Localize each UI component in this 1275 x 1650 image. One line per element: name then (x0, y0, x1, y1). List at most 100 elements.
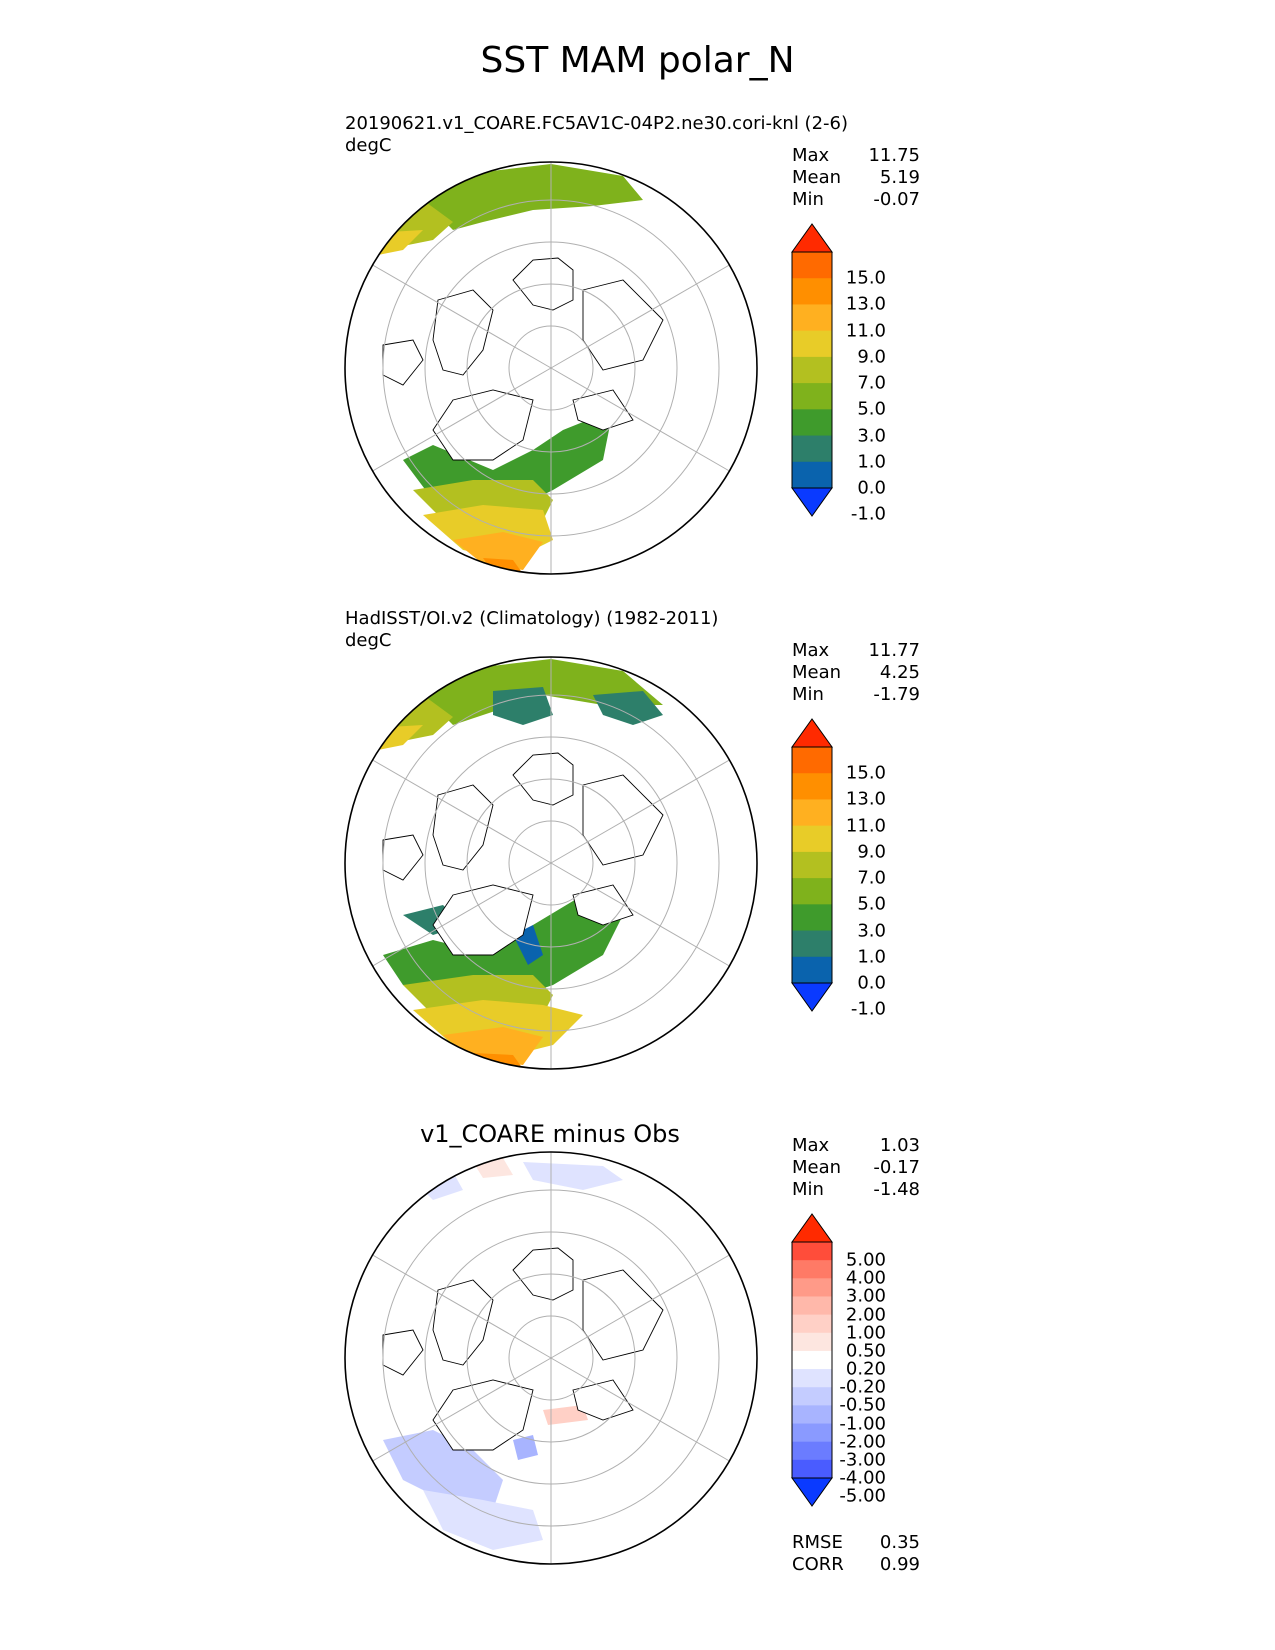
coastline (432, 289, 494, 376)
colorbar-tick-label: 5.00 (845, 1249, 886, 1271)
colorbar (790, 222, 834, 522)
colorbar-tick-label: -1.00 (839, 1413, 886, 1435)
stat-min-label: Min (792, 189, 824, 210)
colorbar-bin (792, 1459, 832, 1479)
stats-box: Max 11.77 Mean 4.25 Min -1.79 (792, 640, 920, 706)
panel-diff: v1_COARE minus Obs Max 1.03 Mean -0.17 Min… (0, 990, 1275, 1575)
sst-field-region (383, 895, 623, 1005)
colorbar-bin (792, 1350, 832, 1370)
stats-box: Max 11.75 Mean 5.19 Min -0.07 (792, 145, 920, 211)
coastline (432, 389, 534, 461)
colorbar-tick-label: -0.20 (839, 1376, 886, 1398)
panel-model: 20190621.v1_COARE.FC5AV1C-04P2.ne30.cori… (0, 0, 1275, 575)
polar-map-svg (344, 656, 758, 1070)
colorbar-tick-label: 5.0 (857, 893, 886, 915)
colorbar-tick-label: 4.00 (845, 1267, 886, 1289)
colorbar-tick-label: 11.0 (845, 320, 886, 342)
meridian-line (372, 759, 552, 864)
colorbar-frame (791, 1241, 833, 1479)
colorbar-bin (792, 878, 832, 905)
map-boundary (344, 656, 758, 1070)
colorbar-bin (792, 773, 832, 800)
colorbar-bin (792, 1405, 832, 1425)
colorbar-tick-label: 13.0 (845, 788, 886, 810)
colorbar-tick-label: 2.00 (845, 1304, 886, 1326)
colorbar-tick-label: 7.0 (857, 372, 886, 394)
stat-max-value: 11.75 (868, 145, 920, 166)
sst-field-region (423, 1490, 543, 1550)
colorbar-tick-label: 1.00 (845, 1322, 886, 1344)
colorbar-bin (792, 799, 832, 827)
rmse-label: RMSE (792, 1532, 843, 1553)
rmse-value: 0.35 (879, 1532, 920, 1553)
colorbar-tick-label: 13.0 (845, 293, 886, 315)
coastline (432, 1279, 494, 1366)
colorbar-svg (791, 223, 833, 517)
coastline (432, 884, 534, 956)
colorbar-bin (792, 1260, 832, 1279)
colorbar-bin (792, 1332, 832, 1352)
meridian-line (550, 367, 730, 472)
stat-min-label: Min (792, 684, 824, 705)
colorbar-bin (792, 930, 832, 958)
stat-min-value: -0.07 (873, 189, 920, 210)
stat-min-label: Min (792, 1179, 824, 1200)
colorbar-tick-label: -3.00 (839, 1449, 886, 1471)
corr-value: 0.99 (879, 1554, 920, 1575)
stat-mean-value: 4.25 (879, 662, 920, 683)
colorbar-svg (791, 1213, 833, 1507)
colorbar-bin (792, 278, 832, 305)
colorbar-bin (792, 409, 832, 437)
colorbar-bin (792, 383, 832, 410)
meridian-line (372, 862, 552, 967)
panel-title: HadISST/OI.v2 (Climatology) (1982-2011) (345, 608, 719, 629)
colorbar-bin (792, 435, 832, 463)
colorbar-tick-label: 9.0 (857, 841, 886, 863)
meridian-line (550, 862, 730, 967)
colorbar-tick-label: 5.0 (857, 398, 886, 420)
colorbar-bin (792, 825, 832, 853)
polar-map-svg (344, 161, 758, 575)
colorbar-bin (792, 1314, 832, 1334)
colorbar-tick-label: 9.0 (857, 346, 886, 368)
colorbar-tick-label: 7.0 (857, 867, 886, 889)
sst-field-region (543, 1405, 588, 1425)
colorbar-bin (792, 461, 832, 489)
figure-title: SST MAM polar_N (480, 40, 795, 81)
colorbar-tick-label: -0.50 (839, 1394, 886, 1416)
map-content (345, 162, 757, 574)
stat-max-label: Max (792, 145, 830, 166)
panel-title: 20190621.v1_COARE.FC5AV1C-04P2.ne30.cori… (345, 113, 848, 134)
colorbar-bin (792, 1242, 832, 1261)
colorbar-tick-label: 11.0 (845, 815, 886, 837)
stat-max-label: Max (792, 1135, 830, 1156)
map-content (345, 657, 757, 1069)
stat-mean-value: 5.19 (879, 167, 920, 188)
sst-field-region (513, 1435, 538, 1460)
colorbar (790, 1212, 834, 1512)
stat-min-value: -1.48 (873, 1179, 920, 1200)
stat-max-value: 11.77 (868, 640, 920, 661)
colorbar-bin (792, 356, 832, 384)
map-boundary (344, 161, 758, 575)
coastline (432, 1379, 534, 1451)
colorbar-bin (792, 330, 832, 358)
colorbar-bin (792, 904, 832, 932)
sst-field-region (373, 230, 423, 256)
colorbar-tick-label: 1.0 (857, 946, 886, 968)
colorbar-tick-label: 0.50 (845, 1340, 886, 1362)
colorbar-tick-label: -5.00 (839, 1485, 886, 1507)
map-content (345, 1152, 757, 1564)
colorbar-tick-label: 0.20 (845, 1358, 886, 1380)
stat-mean-label: Mean (792, 662, 842, 683)
coastline (432, 784, 494, 871)
stat-mean-label: Mean (792, 1157, 842, 1178)
colorbar-tick-label: 3.0 (857, 425, 886, 447)
colorbar-tick-label: -1.0 (850, 503, 886, 525)
sst-field-region (593, 691, 663, 725)
colorbar-tick-label: -1.0 (850, 998, 886, 1020)
coastline (572, 884, 634, 926)
colorbar-under-extend (791, 1477, 833, 1507)
colorbar-bin (792, 851, 832, 879)
meridian-line (550, 1357, 730, 1462)
